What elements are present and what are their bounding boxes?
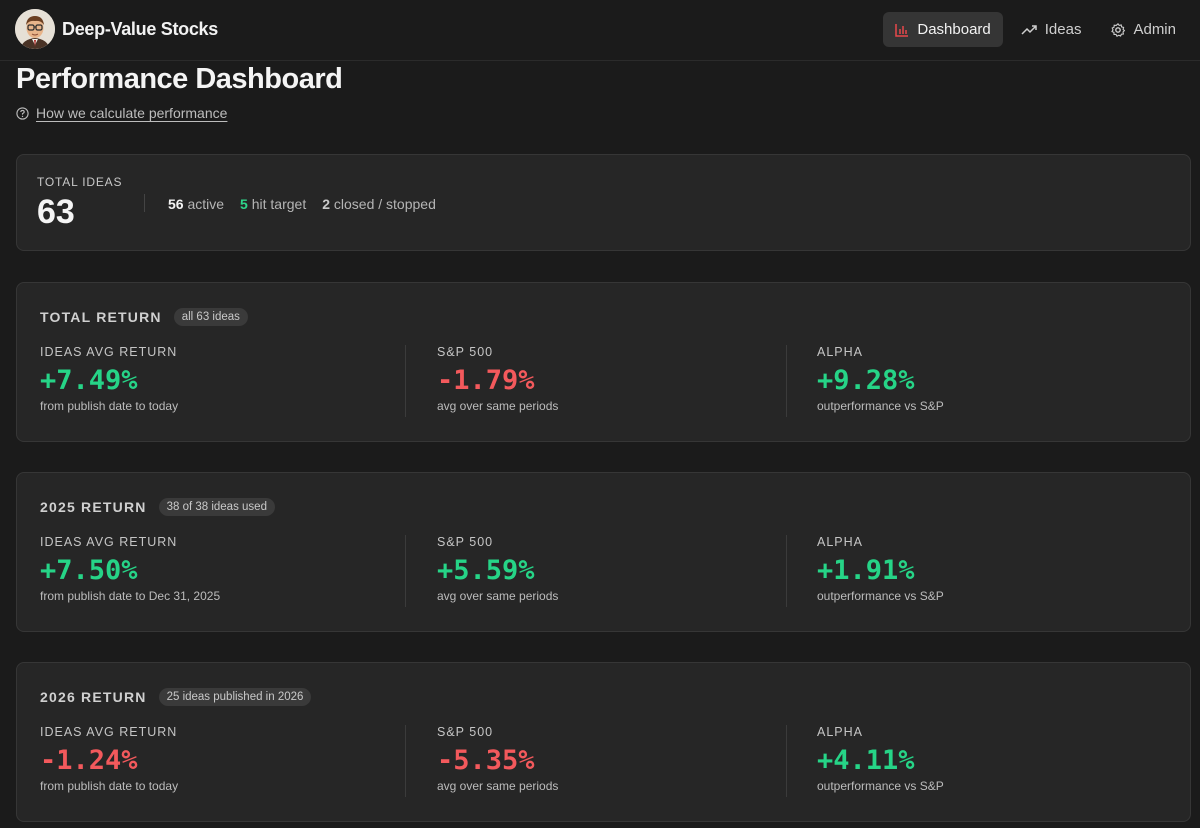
sp500-return-value: -5.35%	[437, 745, 535, 776]
alpha-return: ALPHA +4.11% outperformance vs S&P	[817, 725, 944, 793]
active-stat: 56 active	[168, 196, 225, 212]
avatar[interactable]	[15, 9, 55, 49]
total-ideas-card: TOTAL IDEAS 63 56 active 5 hit target 2 …	[16, 154, 1191, 251]
main-nav: Dashboard Ideas Admin	[883, 12, 1188, 47]
ideas-avg-return: IDEAS AVG RETURN +7.49% from publish dat…	[40, 345, 179, 413]
column-divider	[405, 725, 406, 797]
total-return-card: TOTAL RETURN all 63 ideas IDEAS AVG RETU…	[16, 282, 1191, 442]
card-title: 2025 RETURN 38 of 38 ideas used	[40, 498, 275, 516]
column-divider	[786, 345, 787, 417]
nav-dashboard[interactable]: Dashboard	[883, 12, 1003, 47]
sp500-return: S&P 500 +5.59% avg over same periods	[437, 535, 559, 603]
ideas-avg-return: IDEAS AVG RETURN -1.24% from publish dat…	[40, 725, 179, 793]
ideas-count-badge: 25 ideas published in 2026	[158, 688, 312, 706]
page-title: Performance Dashboard	[16, 63, 343, 95]
sp500-return: S&P 500 -1.79% avg over same periods	[437, 345, 559, 413]
alpha-value: +9.28%	[817, 365, 915, 396]
column-divider	[405, 345, 406, 417]
alpha-return: ALPHA +1.91% outperformance vs S&P	[817, 535, 944, 603]
column-divider	[405, 535, 406, 607]
return-2026-card: 2026 RETURN 25 ideas published in 2026 I…	[16, 662, 1191, 822]
nav-ideas-label: Ideas	[1044, 21, 1082, 38]
card-title: 2026 RETURN 25 ideas published in 2026	[40, 688, 312, 706]
card-title-text: 2025 RETURN	[40, 499, 147, 515]
closed-stat: 2 closed / stopped	[322, 196, 436, 212]
ideas-avg-return: IDEAS AVG RETURN +7.50% from publish dat…	[40, 535, 221, 603]
sp500-return: S&P 500 -5.35% avg over same periods	[437, 725, 559, 793]
help-circle-icon	[16, 106, 29, 120]
column-divider	[786, 535, 787, 607]
brand-name[interactable]: Deep-Value Stocks	[62, 19, 218, 39]
idea-status-stats: 56 active 5 hit target 2 closed / stoppe…	[168, 196, 436, 212]
ideas-count-badge: 38 of 38 ideas used	[158, 498, 275, 516]
alpha-value: +4.11%	[817, 745, 915, 776]
help-link-row: How we calculate performance	[16, 105, 227, 121]
top-nav-bar: Deep-Value Stocks Dashboard Ideas Admin	[0, 0, 1200, 61]
card-title-text: TOTAL RETURN	[40, 309, 162, 325]
total-ideas-value: 63	[37, 193, 75, 231]
trending-up-icon	[1021, 24, 1037, 35]
alpha-return: ALPHA +9.28% outperformance vs S&P	[817, 345, 944, 413]
sp500-return-value: -1.79%	[437, 365, 535, 396]
nav-admin-label: Admin	[1133, 21, 1176, 38]
ideas-avg-return-value: +7.50%	[40, 555, 138, 586]
nav-admin[interactable]: Admin	[1099, 12, 1188, 47]
return-2025-card: 2025 RETURN 38 of 38 ideas used IDEAS AV…	[16, 472, 1191, 632]
alpha-value: +1.91%	[817, 555, 915, 586]
nav-ideas[interactable]: Ideas	[1009, 12, 1094, 47]
ideas-avg-return-value: -1.24%	[40, 745, 138, 776]
ideas-avg-return-value: +7.49%	[40, 365, 138, 396]
ideas-count-badge: all 63 ideas	[173, 308, 248, 326]
card-title-text: 2026 RETURN	[40, 689, 147, 705]
hit-target-stat: 5 hit target	[240, 196, 307, 212]
card-title: TOTAL RETURN all 63 ideas	[40, 308, 248, 326]
nav-dashboard-label: Dashboard	[917, 21, 991, 38]
total-ideas-label: TOTAL IDEAS	[37, 175, 123, 189]
summary-divider	[144, 194, 145, 212]
sp500-return-value: +5.59%	[437, 555, 535, 586]
how-we-calculate-link[interactable]: How we calculate performance	[36, 105, 228, 121]
bar-chart-icon	[895, 23, 909, 37]
column-divider	[786, 725, 787, 797]
gear-icon	[1111, 22, 1126, 37]
